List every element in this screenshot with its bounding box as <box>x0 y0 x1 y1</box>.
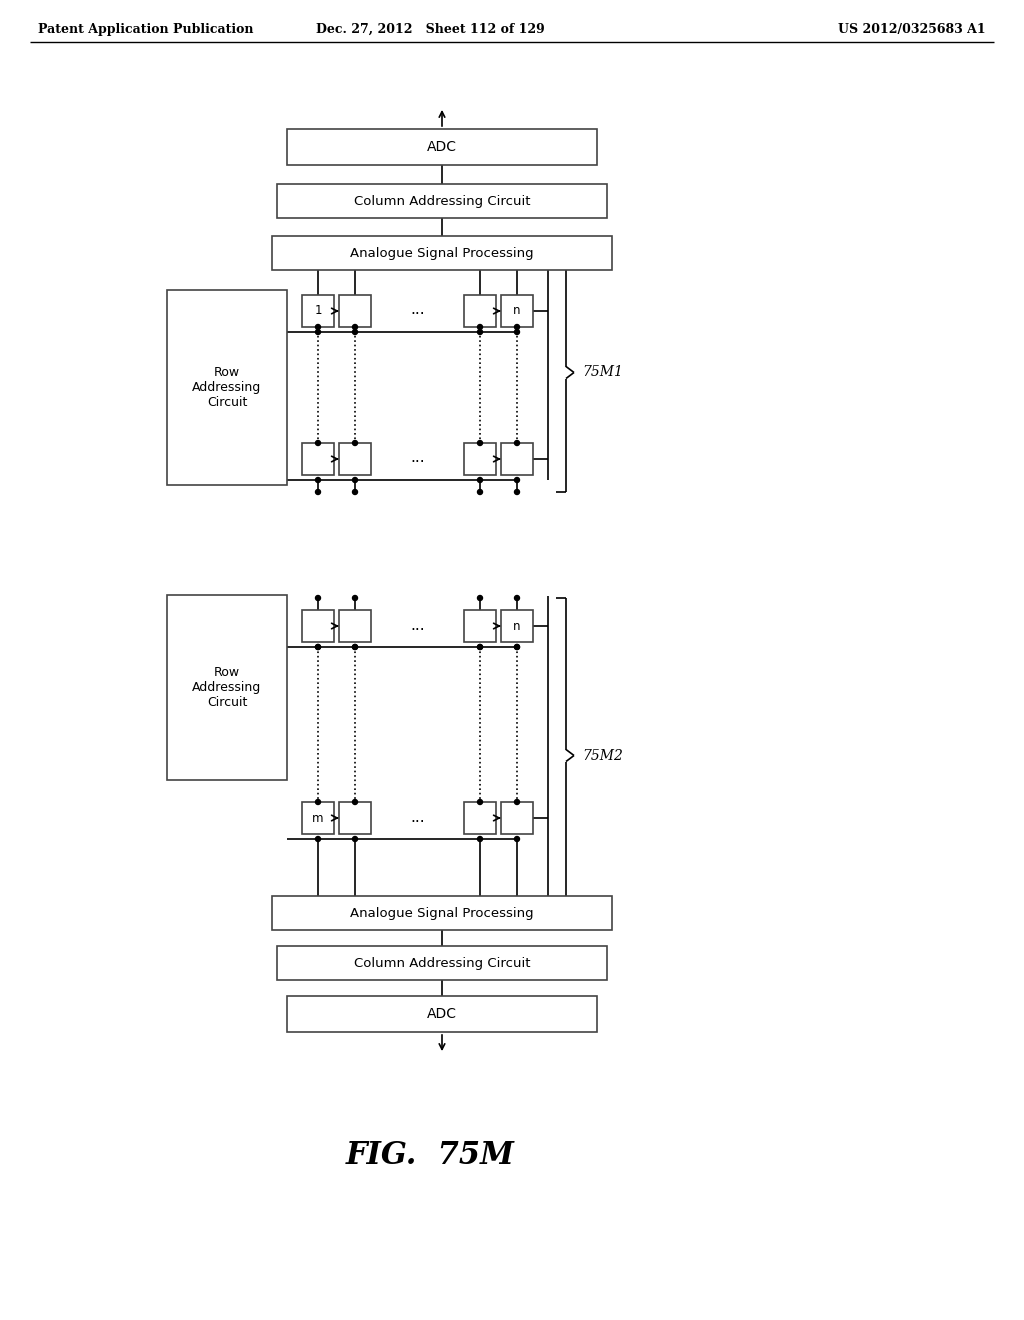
Text: ...: ... <box>411 618 425 632</box>
Bar <box>464 444 496 475</box>
Bar <box>302 803 334 834</box>
Circle shape <box>352 441 357 446</box>
Circle shape <box>352 644 357 649</box>
Circle shape <box>477 441 482 446</box>
Circle shape <box>514 478 519 483</box>
Circle shape <box>352 490 357 495</box>
Circle shape <box>315 644 321 649</box>
Bar <box>339 610 371 642</box>
Circle shape <box>514 837 519 842</box>
Circle shape <box>514 644 519 649</box>
Bar <box>272 896 612 931</box>
Text: m: m <box>312 812 324 825</box>
Bar <box>302 610 334 642</box>
Text: Column Addressing Circuit: Column Addressing Circuit <box>353 957 530 969</box>
Text: 75M1: 75M1 <box>582 366 623 380</box>
Text: Row
Addressing
Circuit: Row Addressing Circuit <box>193 366 261 409</box>
Bar <box>339 803 371 834</box>
Circle shape <box>352 325 357 330</box>
Circle shape <box>477 644 482 649</box>
Bar <box>167 290 287 484</box>
Text: US 2012/0325683 A1: US 2012/0325683 A1 <box>839 22 986 36</box>
Circle shape <box>315 800 321 804</box>
Bar <box>302 294 334 327</box>
Circle shape <box>352 595 357 601</box>
Circle shape <box>315 325 321 330</box>
Circle shape <box>315 330 321 334</box>
Circle shape <box>514 595 519 601</box>
Bar <box>272 236 612 271</box>
Bar <box>501 444 534 475</box>
Bar <box>302 444 334 475</box>
Text: n: n <box>513 619 521 632</box>
Circle shape <box>352 837 357 842</box>
Circle shape <box>352 478 357 483</box>
Text: Dec. 27, 2012   Sheet 112 of 129: Dec. 27, 2012 Sheet 112 of 129 <box>315 22 545 36</box>
Text: Patent Application Publication: Patent Application Publication <box>38 22 254 36</box>
Text: 75M2: 75M2 <box>582 748 623 763</box>
Circle shape <box>514 800 519 804</box>
Bar <box>464 610 496 642</box>
Bar <box>464 294 496 327</box>
Circle shape <box>315 644 321 649</box>
Circle shape <box>352 330 357 334</box>
Text: Analogue Signal Processing: Analogue Signal Processing <box>350 907 534 920</box>
Circle shape <box>315 490 321 495</box>
Circle shape <box>477 330 482 334</box>
Text: ...: ... <box>411 809 425 825</box>
Bar <box>278 183 607 218</box>
Bar <box>339 294 371 327</box>
Bar <box>501 294 534 327</box>
Bar <box>501 803 534 834</box>
Circle shape <box>315 441 321 446</box>
Text: ADC: ADC <box>427 1007 457 1020</box>
Circle shape <box>477 644 482 649</box>
Circle shape <box>477 800 482 804</box>
Bar <box>501 610 534 642</box>
Text: Row
Addressing
Circuit: Row Addressing Circuit <box>193 667 261 709</box>
Bar <box>167 595 287 780</box>
Circle shape <box>514 325 519 330</box>
Circle shape <box>477 478 482 483</box>
Text: ...: ... <box>411 450 425 466</box>
Bar <box>287 129 597 165</box>
Circle shape <box>477 595 482 601</box>
Text: n: n <box>513 305 521 318</box>
Circle shape <box>514 330 519 334</box>
Circle shape <box>477 325 482 330</box>
Text: 1: 1 <box>314 305 322 318</box>
Text: Column Addressing Circuit: Column Addressing Circuit <box>353 194 530 207</box>
Circle shape <box>514 490 519 495</box>
Text: Analogue Signal Processing: Analogue Signal Processing <box>350 247 534 260</box>
Circle shape <box>315 595 321 601</box>
Circle shape <box>315 478 321 483</box>
Bar <box>278 946 607 979</box>
Text: ADC: ADC <box>427 140 457 154</box>
Circle shape <box>514 441 519 446</box>
Circle shape <box>514 644 519 649</box>
Bar <box>339 444 371 475</box>
Bar <box>287 997 597 1032</box>
Circle shape <box>352 644 357 649</box>
Circle shape <box>477 490 482 495</box>
Circle shape <box>352 800 357 804</box>
Circle shape <box>477 837 482 842</box>
Bar <box>464 803 496 834</box>
Text: FIG.  75M: FIG. 75M <box>345 1139 514 1171</box>
Text: ...: ... <box>411 302 425 318</box>
Circle shape <box>315 837 321 842</box>
